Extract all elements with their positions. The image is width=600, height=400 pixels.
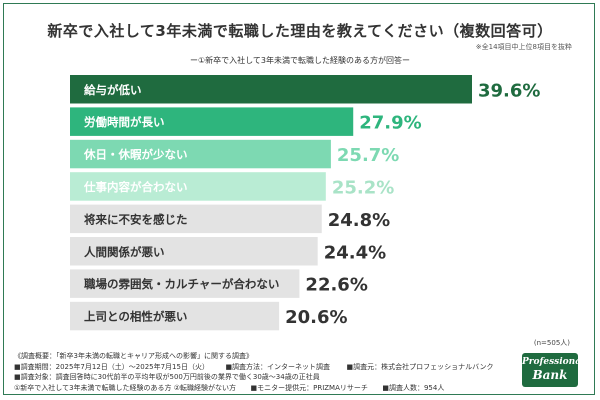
- footer-method: ■調査方法：インターネット調査: [225, 362, 331, 371]
- logo-line-1: Professional: [522, 357, 585, 367]
- value-label-6: 24.4%: [324, 242, 386, 263]
- bar-chart: 給与が低い 39.6% 労働時間が長い 27.9% 休日・休暇が少ない 25.7% 仕事内容…: [70, 75, 540, 331]
- bar-label-7: 職場の雰囲気・カルチャーが合わない: [84, 277, 279, 291]
- bar-6: [70, 237, 318, 266]
- bar-3: [70, 139, 331, 169]
- bar-label-4: 仕事内容が合わない: [83, 180, 188, 194]
- footer-groups: ①新卒で入社して3年未満で転職した経験のある方 ②転職経験がない方: [14, 383, 237, 392]
- bar-1: [70, 75, 472, 104]
- logo-line-2: Bank: [532, 368, 568, 382]
- bar-label-5: 将来に不安を感じた: [84, 212, 188, 226]
- professional-bank-logo: Professional Bank: [522, 353, 585, 387]
- bar-5: [70, 204, 322, 234]
- survey-footer: 《調査概要：「新卒3年未満の転職とキャリア形成への影響」に関する調査》 ■調査期…: [14, 351, 494, 393]
- value-label-5: 24.8%: [328, 210, 390, 231]
- bar-8: [70, 301, 280, 331]
- bar-label-6: 人間関係が悪い: [84, 245, 165, 259]
- bar-2: [70, 107, 354, 136]
- value-label-3: 25.7%: [337, 145, 399, 166]
- footer-period: ■調査期間：2025年7月12日（土）〜2025年7月15日（火）: [14, 362, 209, 371]
- bar-7: [70, 269, 300, 298]
- bar-label-3: 休日・休暇が少ない: [83, 148, 188, 162]
- value-label-7: 22.6%: [305, 275, 367, 296]
- value-label-4: 25.2%: [332, 177, 394, 198]
- footer-count: ■調査人数：954人: [382, 383, 445, 392]
- chart-note: ※全14項目中上位8項目を抜粋: [475, 43, 572, 51]
- bar-label-2: 労働時間が長い: [84, 115, 165, 129]
- footer-monitor: ■モニター提供元：PRIZMAリサーチ: [250, 383, 368, 392]
- chart-subtitle: ー①新卒で入社して3年未満で転職した経験のある方が回答ー: [189, 56, 411, 65]
- bar-4: [70, 172, 326, 201]
- footer-source: ■調査元：株式会社プロフェッショナルバンク: [346, 362, 494, 371]
- value-label-8: 20.6%: [285, 307, 347, 328]
- bar-label-1: 給与が低い: [84, 83, 142, 97]
- sample-size: (n=505人): [533, 339, 570, 347]
- footer-target: ■調査対象：調査回答時に30代前半の平均年収が500万円前後の業界で働く30歳〜…: [14, 373, 320, 381]
- chart-title: 新卒で入社して3年未満で転職した理由を教えてください（複数回答可）: [47, 22, 553, 40]
- bar-label-8: 上司との相性が悪い: [84, 310, 187, 324]
- value-label-1: 39.6%: [478, 80, 540, 101]
- value-label-2: 27.9%: [359, 113, 421, 134]
- footer-line-1: 《調査概要：「新卒3年未満の転職とキャリア形成への影響」に関する調査》: [14, 352, 253, 360]
